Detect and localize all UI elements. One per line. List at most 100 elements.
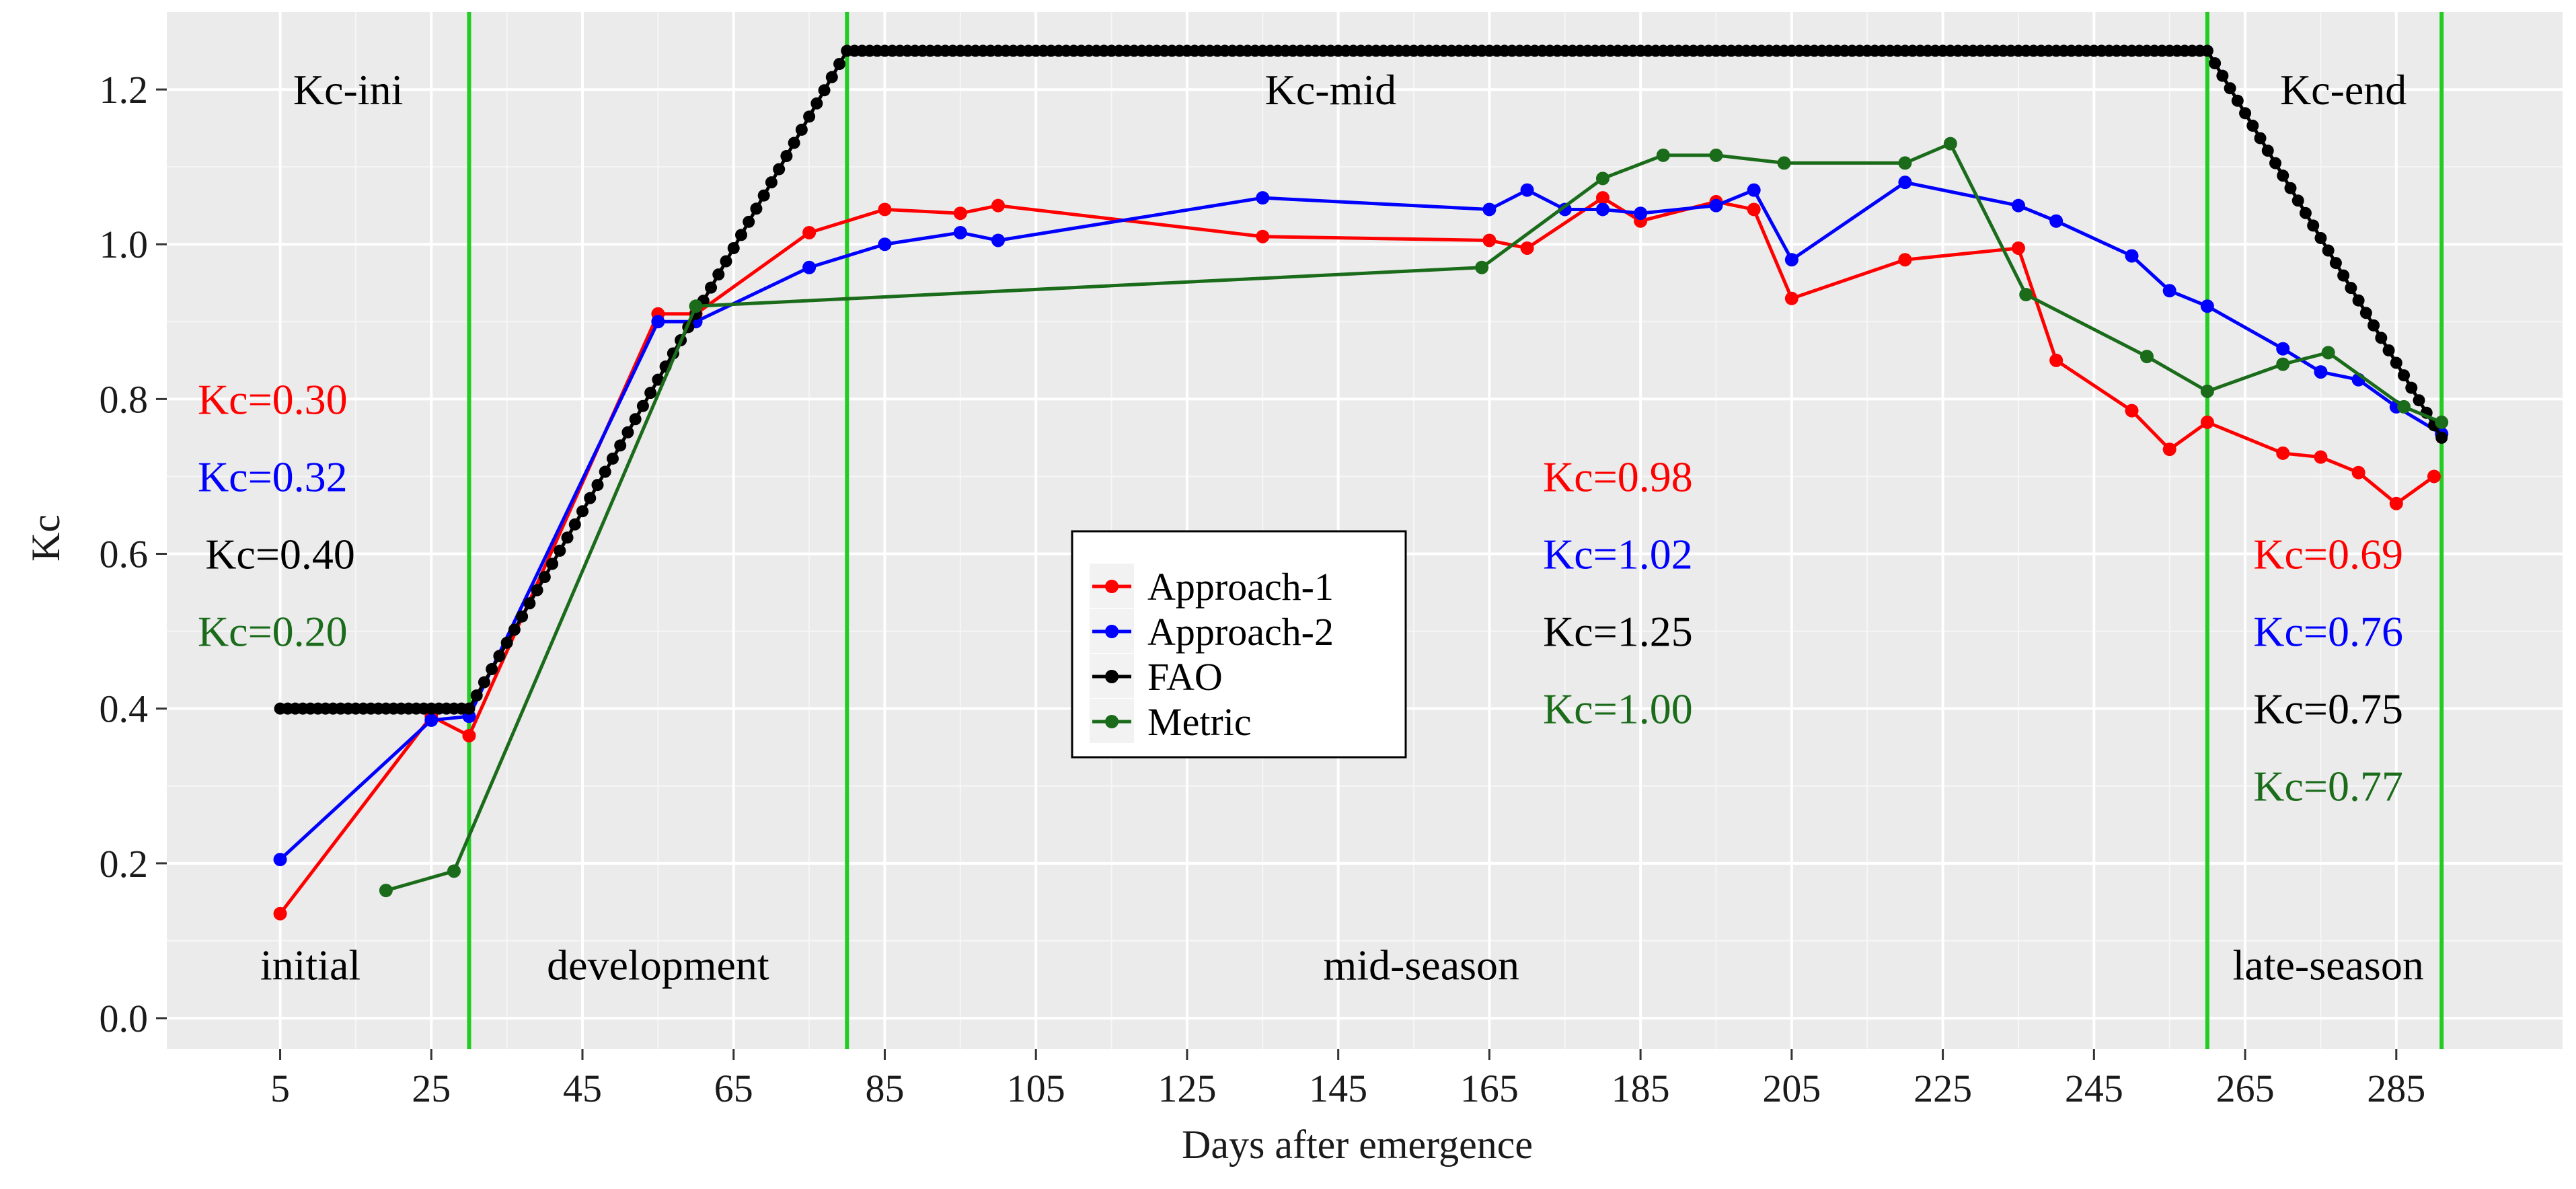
annotation-layer: initial development mid-season late-season K… [198, 66, 2424, 989]
data-point [1520, 241, 1534, 255]
data-point [2049, 214, 2063, 228]
data-point [2246, 119, 2259, 132]
x-tick-label: 145 [1309, 1067, 1367, 1110]
data-point [2299, 206, 2312, 219]
data-point [991, 198, 1006, 213]
data-point [2389, 496, 2403, 510]
data-point [2367, 319, 2380, 332]
data-point [644, 387, 657, 399]
data-point [1520, 183, 1534, 197]
legend-label: Metric [1147, 700, 1252, 744]
data-point [1595, 171, 1609, 186]
data-point [1482, 233, 1497, 247]
stage-boundary-lines [467, 12, 2444, 1049]
data-point [2291, 194, 2304, 207]
kc-value-label: Kc=0.69 [2253, 531, 2403, 578]
legend-label: Approach-2 [1147, 610, 1334, 654]
data-point [447, 864, 461, 878]
data-point [1709, 198, 1723, 213]
data-point [599, 465, 611, 478]
data-point [462, 728, 476, 742]
x-tick-label: 245 [2065, 1067, 2123, 1110]
data-point [1656, 148, 1670, 162]
data-point [2322, 244, 2335, 257]
stage-label: mid-season [1324, 941, 1520, 989]
data-point [636, 399, 649, 412]
data-point [584, 492, 597, 504]
data-point [2314, 231, 2327, 244]
data-point [1475, 260, 1489, 274]
series-approach-2 [273, 176, 2449, 867]
data-point [2337, 269, 2350, 282]
data-point [621, 426, 634, 438]
data-point [2269, 157, 2282, 169]
y-tick-label: 0.8 [100, 377, 149, 421]
data-point [2397, 399, 2411, 414]
kc-value-label: Kc=0.30 [198, 375, 348, 423]
data-point [1634, 206, 1648, 221]
x-axis-title: Days after emergence [1182, 1122, 1533, 1167]
legend-label: FAO [1147, 655, 1223, 699]
kc-header: Kc-mid [1265, 66, 1397, 114]
x-tick-label: 265 [2216, 1067, 2275, 1110]
data-point [802, 225, 817, 239]
data-point [546, 558, 559, 570]
data-point [2261, 145, 2274, 157]
data-point [2011, 198, 2025, 213]
data-point [576, 505, 589, 518]
data-point [953, 206, 967, 221]
legend-label: Approach-1 [1147, 565, 1334, 609]
data-point [591, 479, 604, 492]
data-point [652, 373, 665, 386]
data-point [734, 229, 747, 241]
data-point [2405, 381, 2418, 394]
data-point [2427, 469, 2441, 484]
data-point [2200, 299, 2214, 313]
data-point [750, 202, 763, 215]
data-point [379, 884, 393, 898]
y-tick-label: 1.2 [100, 68, 149, 112]
y-tick-label: 0.2 [100, 842, 149, 886]
data-point [689, 299, 703, 313]
data-point [2329, 257, 2342, 270]
data-point [2390, 356, 2402, 369]
data-point [833, 58, 846, 71]
data-point [531, 584, 543, 597]
data-point [2284, 182, 2297, 194]
y-tick-label: 1.0 [100, 223, 149, 266]
data-point [803, 110, 816, 123]
data-point [788, 137, 800, 149]
data-point [1747, 183, 1761, 197]
kc-value-label: Kc=0.20 [198, 608, 348, 656]
stage-label: late-season [2233, 941, 2424, 989]
data-point [538, 571, 551, 584]
data-point [1943, 137, 1957, 151]
data-point [2139, 350, 2154, 364]
data-point [2019, 288, 2033, 302]
data-point [757, 189, 770, 202]
data-point [991, 233, 1006, 247]
y-tick-label: 0.6 [100, 533, 149, 576]
kc-value-label: Kc=0.98 [1543, 453, 1693, 500]
data-point [561, 531, 574, 544]
data-point [2216, 69, 2229, 82]
data-point [1898, 253, 1912, 267]
data-point [500, 636, 513, 649]
data-point [2351, 465, 2365, 480]
y-tick-label: 0.4 [100, 687, 149, 731]
data-point [273, 853, 287, 867]
data-point [2125, 404, 2139, 418]
data-point [2125, 249, 2139, 263]
data-point [825, 71, 838, 83]
kc-value-label: Kc=0.32 [198, 453, 348, 500]
y-tick-label: 0.0 [100, 997, 149, 1040]
data-point [1709, 148, 1723, 162]
data-point [2276, 357, 2290, 371]
axis-ticks: 5 25 45 65 85 105 125 145 165 185 205 225 245 265 285 0… [100, 68, 2426, 1110]
x-tick-label: 5 [270, 1067, 290, 1110]
grid-minor [167, 12, 2563, 1049]
x-tick-label: 225 [1914, 1067, 1972, 1110]
data-point [2200, 415, 2214, 429]
data-point [1256, 229, 1270, 243]
